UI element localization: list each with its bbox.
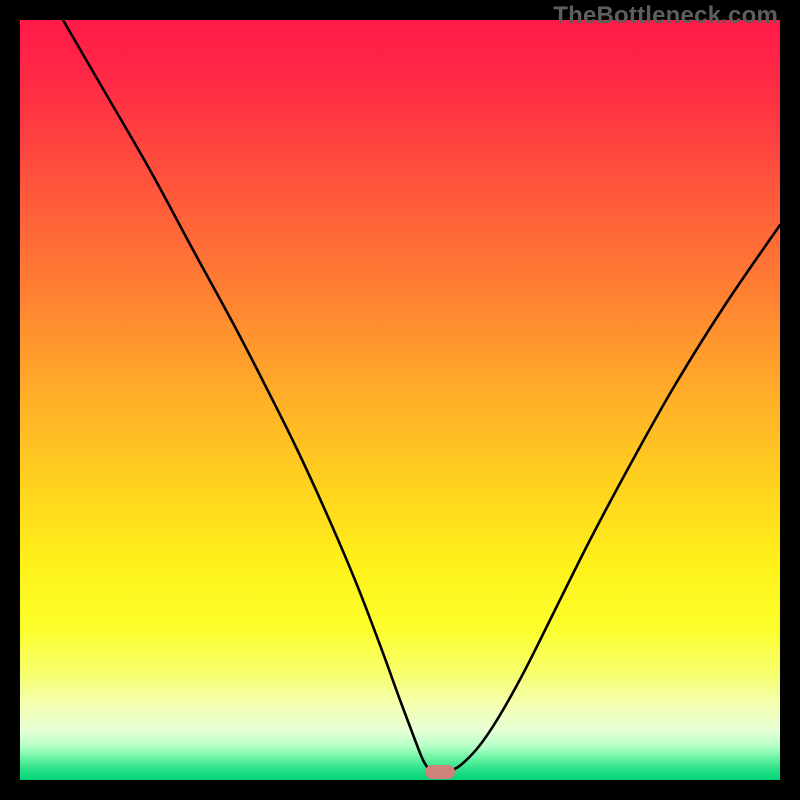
chart-frame: TheBottleneck.com xyxy=(0,0,800,800)
watermark-text: TheBottleneck.com xyxy=(553,2,778,30)
optimal-marker xyxy=(425,765,455,779)
plot-area xyxy=(20,20,780,780)
chart-svg xyxy=(20,20,780,780)
